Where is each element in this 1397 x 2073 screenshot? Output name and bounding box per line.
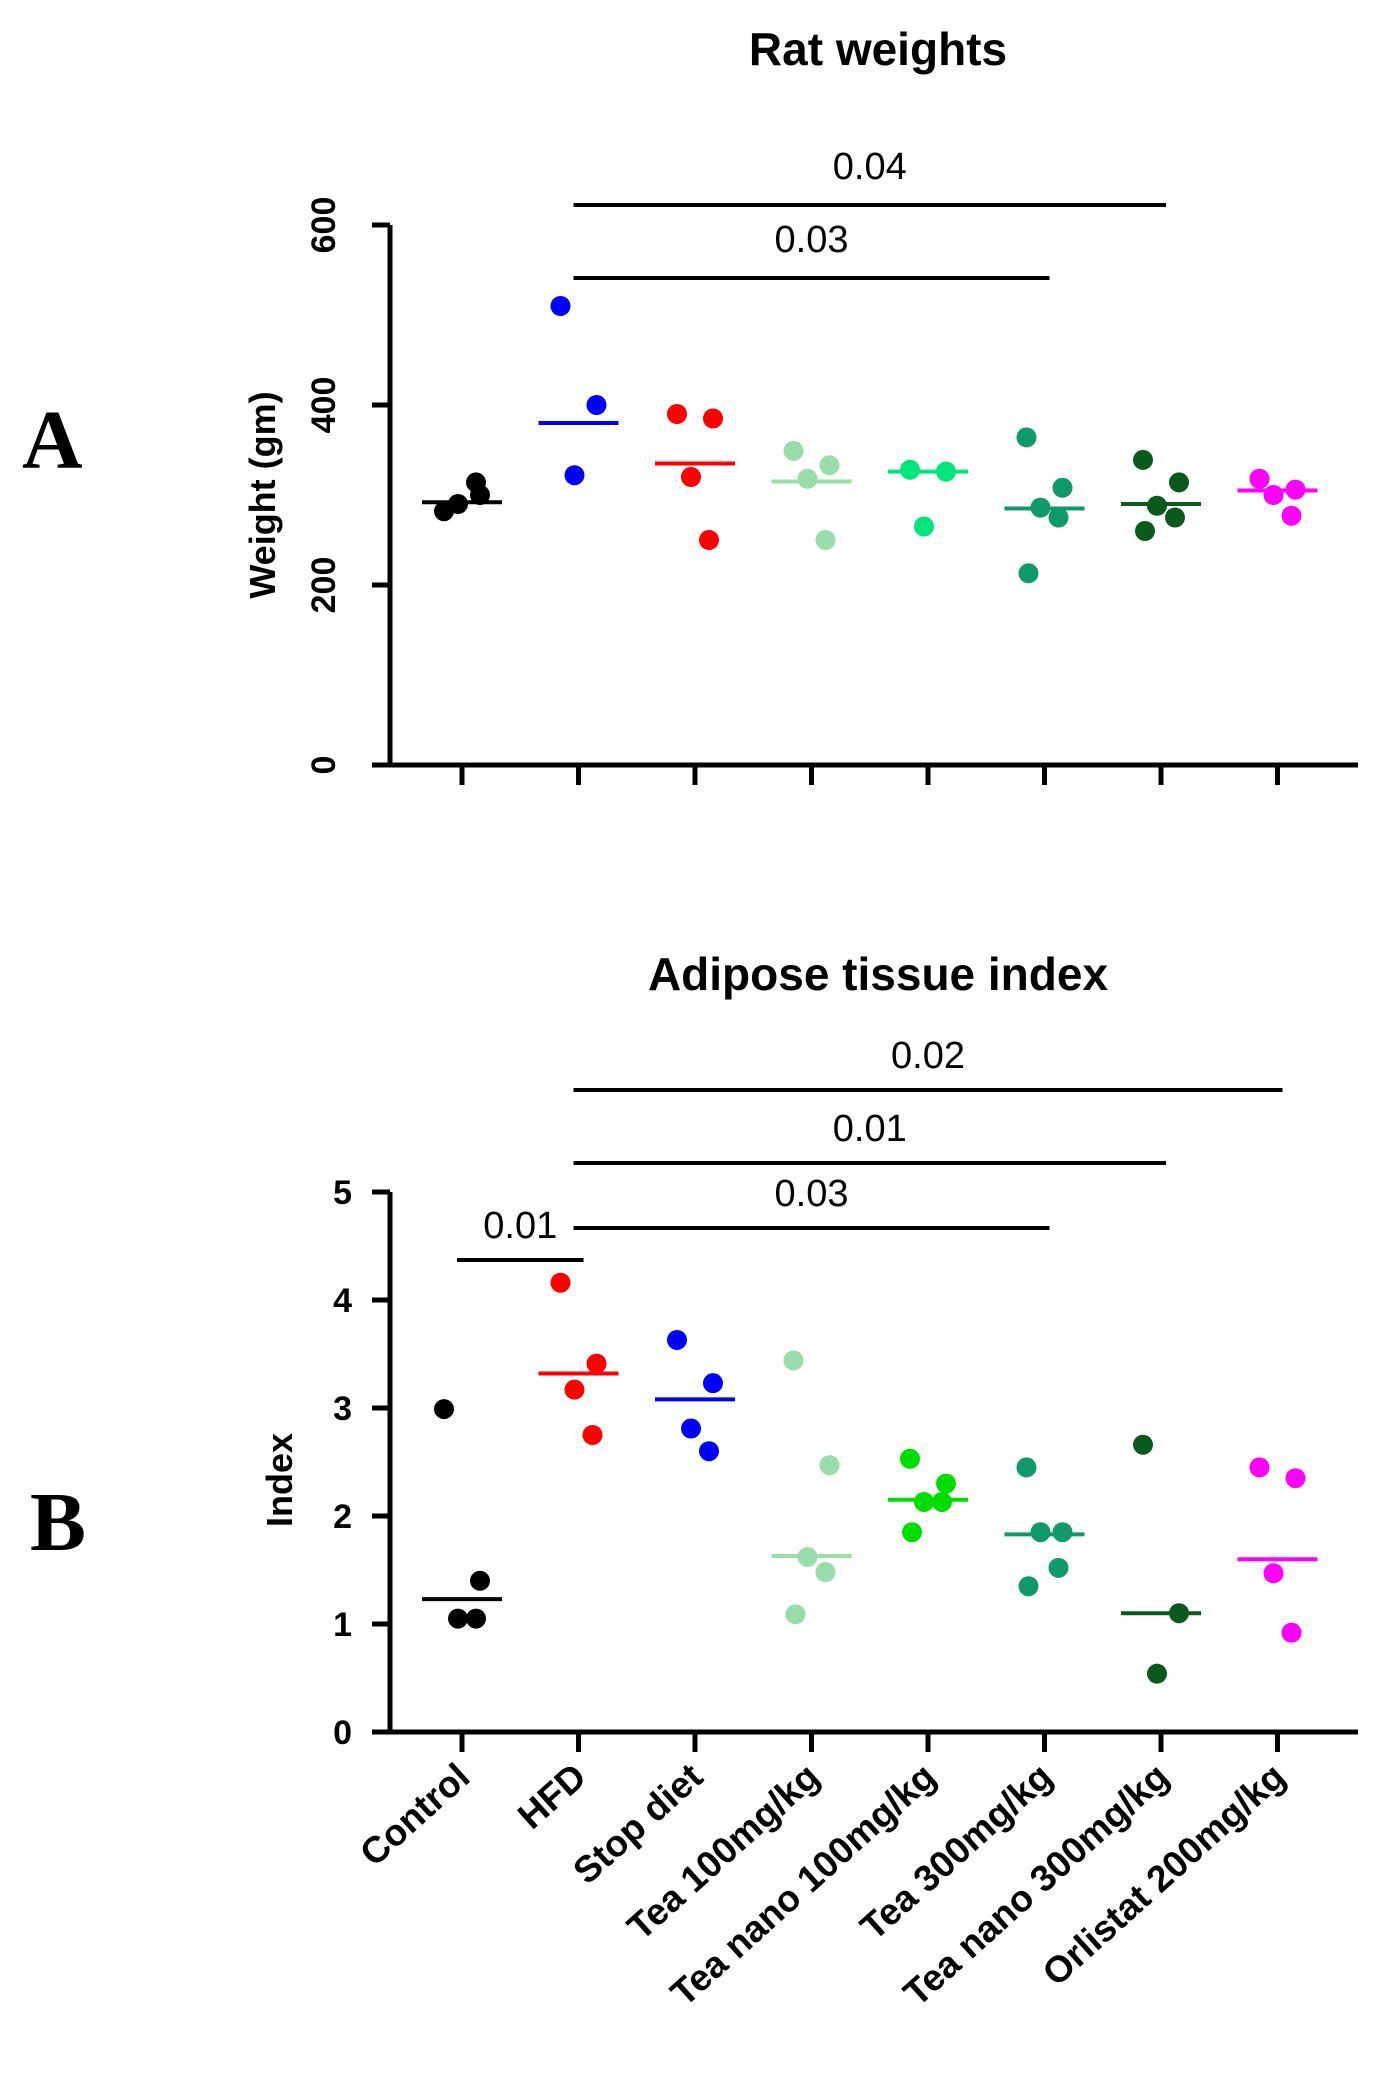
data-point [667,1329,687,1350]
data-point [1263,485,1284,505]
data-point [1030,1522,1051,1543]
data-point [902,1522,922,1543]
data-point [1018,1576,1039,1597]
data-point [783,1350,804,1371]
data-point [448,1608,468,1629]
panel-b-adipose-index: B Adipose tissue index Index 0 1 2 3 4 5 0.02… [30,948,1358,2014]
mean-lines [422,421,1318,511]
data-point [819,455,840,476]
data-points [434,1272,1306,1684]
data-point [1169,472,1189,493]
data-point [914,516,934,537]
data-point [1281,505,1302,526]
data-point [699,1441,719,1462]
y-tick-label: 0 [305,756,343,775]
data-point [564,465,585,486]
data-point [936,1473,956,1494]
p-value-label: 0.03 [775,1173,849,1215]
p-value-label: 0.01 [833,1108,907,1150]
data-point [582,1425,603,1445]
data-point [703,1373,723,1394]
comparison-brackets: 0.02 0.01 0.03 0.01 [457,1035,1283,1262]
p-value-label: 0.03 [775,219,849,261]
data-point [1285,1468,1306,1489]
data-point [1281,1622,1302,1643]
y-tick-label: 0 [333,1714,352,1752]
chart-title: Adipose tissue index [648,948,1109,1000]
y-tick-label: 4 [333,1282,352,1320]
p-value-label: 0.02 [891,1035,965,1077]
data-point [699,530,719,550]
data-point [783,440,804,461]
data-point [434,1399,454,1420]
data-point [1133,1434,1153,1455]
data-point [703,408,723,429]
axes [387,225,1358,768]
data-point [815,530,836,550]
data-point [466,1608,486,1629]
data-point [681,1418,701,1439]
data-point [1048,507,1069,528]
p-value-label: 0.01 [483,1205,557,1247]
data-point [586,1353,607,1374]
y-tick-label: 400 [305,377,343,434]
data-points [434,296,1306,584]
data-point [1048,1557,1069,1578]
p-value-label: 0.04 [833,146,907,188]
y-ticks: 0 1 2 3 4 5 [333,1174,390,1752]
y-tick-label: 2 [333,1498,352,1536]
data-point [1165,507,1185,528]
data-point [1249,1457,1270,1478]
data-point [1018,563,1039,584]
x-tick-label: Control [352,1755,477,1873]
y-tick-label: 3 [333,1390,352,1428]
data-point [550,1272,571,1293]
data-point [466,472,486,493]
data-point [1052,477,1073,498]
x-ticks [459,765,1280,785]
y-tick-label: 1 [333,1606,352,1644]
y-tick-label: 600 [305,197,343,254]
data-point [1135,521,1155,541]
panel-letter: B [30,1476,86,1569]
data-point [1249,468,1270,489]
data-point [1147,1663,1167,1684]
data-point [1016,427,1037,448]
y-ticks: 0 200 400 600 [305,197,390,775]
data-point [1052,1522,1073,1543]
data-point [1016,1457,1037,1478]
mean-lines [422,1371,1318,1616]
data-point [932,1491,952,1512]
chart-title: Rat weights [749,23,1007,75]
panel-a-rat-weights: A Rat weights Weight (gm) 0 200 400 600 0.0… [22,23,1358,785]
data-point [550,296,571,316]
data-point [785,1604,806,1625]
data-point [564,1379,585,1400]
y-tick-label: 200 [305,557,343,614]
data-point [797,468,818,489]
data-point [1263,1563,1284,1584]
comparison-brackets: 0.04 0.03 [573,146,1166,280]
data-point [914,1491,934,1512]
panel-letter: A [22,394,83,487]
y-axis-label: Index [259,1433,300,1527]
y-tick-label: 5 [333,1174,352,1212]
data-point [667,404,687,424]
data-point [900,1448,920,1469]
y-axis-label: Weight (gm) [242,391,283,598]
data-point [815,1562,836,1583]
x-tick-label: HFD [510,1755,594,1836]
axes [387,1192,1358,1735]
data-point [819,1455,840,1476]
data-point [1133,449,1153,470]
data-point [681,467,701,487]
data-point [470,1570,490,1591]
data-point [586,395,607,415]
